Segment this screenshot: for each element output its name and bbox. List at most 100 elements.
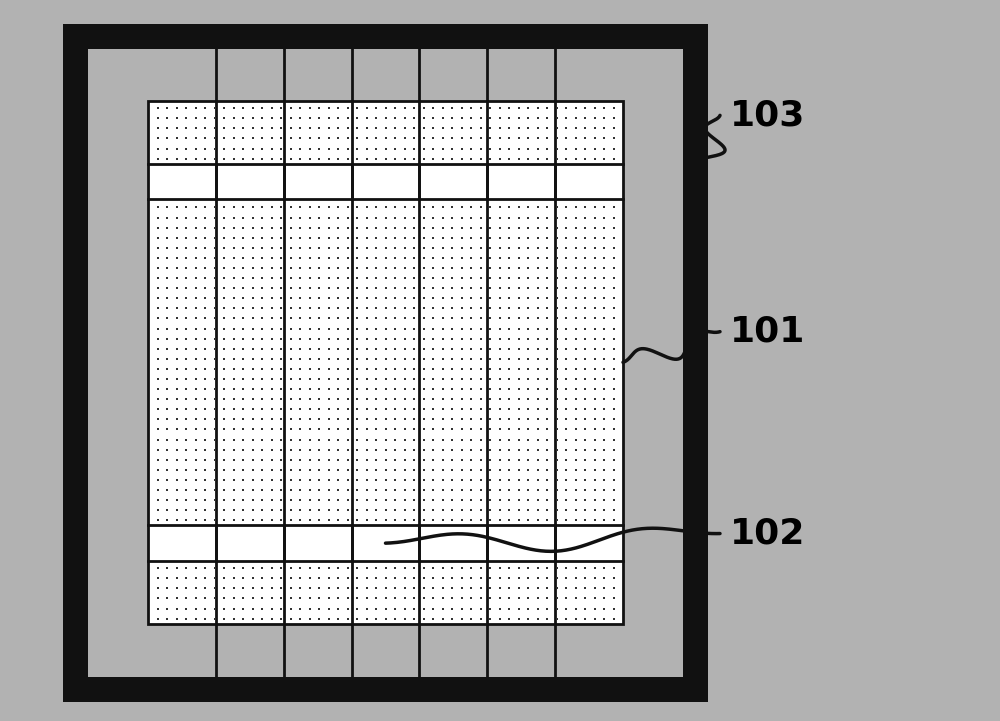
Point — [530, 153, 546, 164]
Point — [283, 123, 299, 134]
Point — [473, 323, 489, 335]
Point — [416, 232, 432, 244]
Point — [368, 404, 384, 415]
Point — [197, 505, 213, 516]
Point — [463, 424, 479, 435]
Point — [216, 153, 232, 164]
Point — [226, 252, 242, 264]
Point — [330, 505, 346, 516]
Point — [178, 414, 194, 425]
Point — [264, 464, 280, 476]
Point — [283, 464, 299, 476]
Point — [577, 515, 593, 526]
Point — [492, 593, 508, 604]
Point — [539, 202, 555, 213]
Point — [406, 252, 422, 264]
Point — [254, 603, 270, 614]
Point — [539, 353, 555, 365]
Point — [340, 333, 356, 345]
Point — [150, 414, 166, 425]
Point — [425, 313, 441, 324]
Point — [587, 112, 603, 124]
Point — [416, 414, 432, 425]
Point — [444, 424, 460, 435]
Point — [463, 202, 479, 213]
Point — [150, 222, 166, 234]
Point — [150, 464, 166, 476]
Point — [435, 353, 451, 365]
Point — [520, 102, 536, 114]
Point — [292, 112, 308, 124]
Point — [169, 202, 185, 213]
Point — [606, 464, 622, 476]
Point — [568, 283, 584, 294]
Point — [207, 394, 223, 405]
Point — [330, 283, 346, 294]
Point — [245, 485, 261, 496]
Point — [606, 474, 622, 486]
Point — [159, 313, 175, 324]
Point — [159, 343, 175, 355]
Point — [577, 212, 593, 224]
Point — [425, 153, 441, 164]
Point — [207, 404, 223, 415]
Point — [311, 363, 327, 375]
Point — [387, 444, 403, 456]
Point — [473, 333, 489, 345]
Point — [207, 333, 223, 345]
Point — [606, 485, 622, 496]
Point — [273, 363, 289, 375]
Point — [197, 222, 213, 234]
Point — [463, 373, 479, 385]
Point — [264, 434, 280, 446]
Point — [425, 343, 441, 355]
Point — [207, 414, 223, 425]
Point — [416, 102, 432, 114]
Point — [530, 343, 546, 355]
Point — [511, 123, 527, 134]
Point — [482, 222, 498, 234]
Point — [378, 222, 394, 234]
Point — [492, 283, 508, 294]
Point — [349, 232, 365, 244]
Point — [416, 363, 432, 375]
Point — [511, 293, 527, 304]
Point — [511, 363, 527, 375]
Point — [359, 133, 375, 144]
Point — [302, 242, 318, 254]
Point — [245, 283, 261, 294]
Point — [340, 444, 356, 456]
Point — [463, 133, 479, 144]
Point — [406, 363, 422, 375]
Point — [273, 444, 289, 456]
Point — [501, 485, 517, 496]
Point — [264, 505, 280, 516]
Point — [197, 583, 213, 594]
Point — [321, 593, 337, 604]
Point — [302, 333, 318, 345]
Text: 101: 101 — [730, 314, 805, 349]
Point — [501, 123, 517, 134]
Point — [226, 394, 242, 405]
Point — [159, 444, 175, 456]
Point — [387, 495, 403, 506]
Point — [606, 212, 622, 224]
Point — [482, 613, 498, 624]
Point — [492, 303, 508, 314]
Point — [245, 123, 261, 134]
Point — [150, 562, 166, 574]
Point — [311, 273, 327, 284]
Point — [159, 102, 175, 114]
Point — [302, 505, 318, 516]
Point — [378, 262, 394, 274]
Point — [226, 384, 242, 395]
Point — [169, 424, 185, 435]
Point — [169, 485, 185, 496]
Point — [292, 495, 308, 506]
Point — [349, 283, 365, 294]
Point — [330, 593, 346, 604]
Point — [283, 293, 299, 304]
Point — [549, 515, 565, 526]
Point — [150, 303, 166, 314]
Point — [577, 424, 593, 435]
